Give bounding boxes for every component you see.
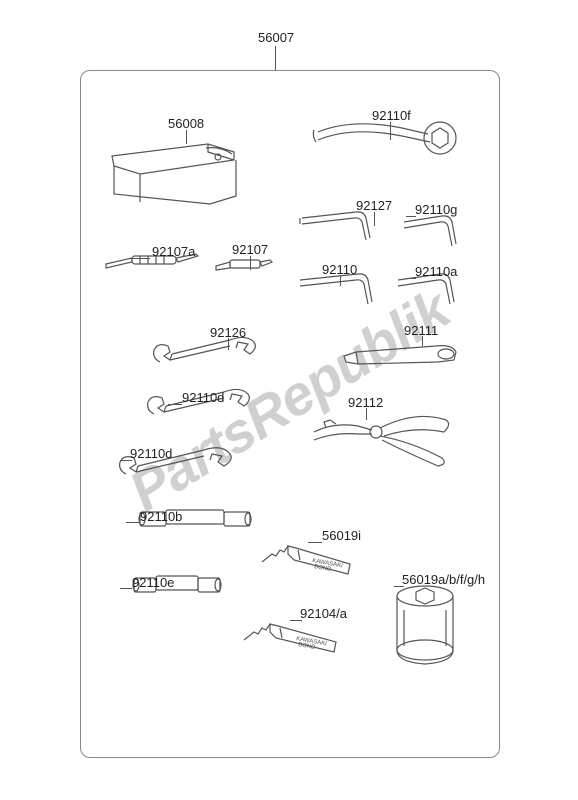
label-l_92127: 92127: [356, 198, 392, 213]
lead-line: [126, 522, 140, 523]
part-hex-key-1: [298, 210, 378, 244]
label-l_92104a: 92104/a: [300, 606, 347, 621]
lead-line: [308, 542, 322, 543]
lead-line: [250, 256, 251, 270]
lead-line: [290, 620, 302, 621]
part-screwdriver-bit: [214, 256, 274, 272]
label-l_56008: 56008: [168, 116, 204, 131]
label-l_92107: 92107: [232, 242, 268, 257]
part-hex-key-2: [400, 214, 462, 250]
part-oil-filter: [390, 582, 460, 668]
label-l_92110a: 92110a: [415, 264, 457, 279]
part-bond-tube-1: KAWASAKI BOND: [258, 516, 354, 578]
lead-line: [340, 276, 341, 286]
lead-line: [130, 258, 150, 259]
part-hex-key-3: [296, 272, 382, 308]
lead-line: [275, 46, 276, 70]
lead-line: [422, 336, 423, 346]
label-l_92110f: 92110f: [372, 108, 411, 123]
label-l_92110b: 92110b: [140, 509, 182, 524]
label-l_92107a: 92107a: [152, 244, 195, 259]
lead-line: [186, 130, 187, 144]
label-l_56019i: 56019i: [322, 528, 361, 543]
label-l_92110d2: 92110d: [130, 446, 172, 461]
label-l_92110: 92110: [322, 262, 357, 277]
label-l_56019: 56019a/b/f/g/h: [402, 572, 485, 587]
lead-line: [390, 122, 391, 140]
part-tool-bag: [108, 142, 238, 206]
lead-line: [120, 460, 132, 461]
part-bond-tube-2: KAWASAKI BOND: [240, 592, 340, 656]
label-l_92110e: 92110e: [132, 575, 174, 590]
lead-line: [374, 212, 375, 226]
part-bar-tool: [340, 342, 460, 368]
lead-line: [366, 408, 367, 420]
lead-line: [120, 588, 132, 589]
lead-line: [406, 216, 416, 217]
lead-line: [406, 278, 416, 279]
lead-line: [168, 404, 182, 405]
label-l_92110d1: 92110d: [182, 390, 224, 405]
lead-line: [228, 338, 229, 350]
lead-line: [394, 586, 404, 587]
label-l_56007: 56007: [258, 30, 294, 45]
label-l_92110g: 92110g: [415, 202, 457, 217]
